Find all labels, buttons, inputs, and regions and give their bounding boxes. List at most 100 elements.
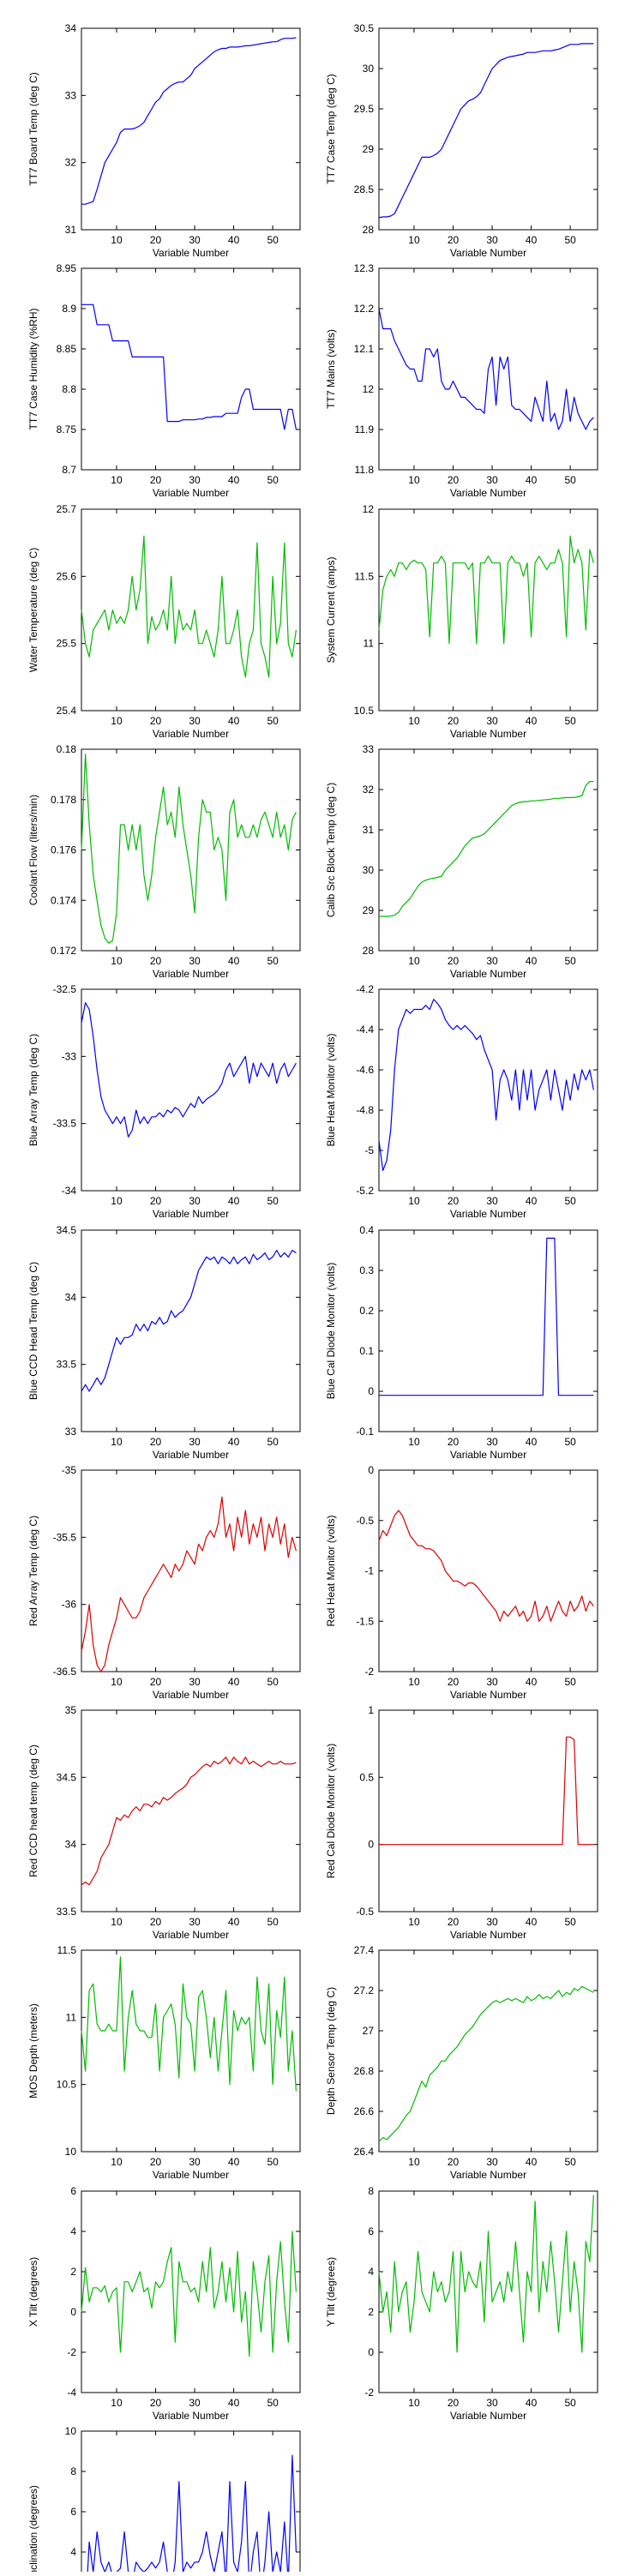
y-tick-label: -2 (67, 2346, 76, 2358)
x-axis-label: Variable Number (450, 2169, 526, 2181)
x-axis-label: Variable Number (450, 968, 526, 980)
x-tick-label: 30 (189, 955, 201, 967)
y-axis-label: System Current (amps) (325, 556, 337, 663)
series-line (81, 303, 297, 430)
x-tick-label: 50 (267, 955, 279, 967)
x-tick-label: 30 (189, 1916, 201, 1928)
x-axis-label: Variable Number (450, 487, 526, 499)
x-tick-label: 20 (448, 2397, 460, 2409)
y-tick-label: -34 (62, 1185, 77, 1197)
x-tick-label: 30 (486, 1916, 498, 1928)
chart-panel: -0.1 0 0.1 0.2 0.3 0.4 10 20 30 40 50 Variable Numb… (325, 1224, 598, 1461)
series-line (81, 1956, 297, 2092)
series-line (379, 780, 594, 917)
y-axis-label: TT7 Case Temp (deg C) (325, 74, 337, 184)
x-axis-label: Variable Number (450, 247, 526, 259)
y-axis-label: Blue Heat Monitor (volts) (325, 1033, 337, 1146)
x-tick-label: 20 (448, 955, 460, 967)
y-tick-label: 0.172 (51, 945, 76, 957)
y-axis-label: Y Tilt (degrees) (325, 2257, 337, 2327)
plot-frame (81, 988, 301, 1192)
y-tick-label: -4.4 (356, 1024, 374, 1036)
y-tick-label: -4 (67, 2387, 76, 2399)
y-tick-label: -2 (364, 1666, 374, 1678)
y-tick-label: 33.5 (57, 1359, 77, 1371)
y-tick-label: -33.5 (53, 1118, 77, 1130)
y-tick-label: 31 (363, 824, 375, 836)
series-line (81, 1756, 297, 1886)
chart-panel: 10 10.5 11 11.5 10 20 30 40 50 Variable Number MOS… (27, 1944, 301, 2181)
y-tick-label: -35.5 (53, 1531, 77, 1543)
plot-frame (81, 27, 301, 231)
plot-frame (378, 748, 598, 952)
x-tick-label: 50 (267, 715, 279, 727)
chart-panel: 26.4 26.6 26.8 27 27.2 27.4 10 20 30 40 50 Variable… (325, 1944, 598, 2181)
y-tick-label: 12 (363, 383, 375, 395)
chart-panel: 8.7 8.75 8.8 8.85 8.9 8.95 10 20 30 40 50 Variable … (27, 262, 301, 499)
y-tick-label: 12.1 (354, 343, 375, 355)
y-tick-label: 35 (65, 1704, 77, 1716)
x-tick-label: 40 (228, 234, 240, 246)
y-axis-label: Red Heat Monitor (volts) (325, 1515, 337, 1626)
y-tick-label: 34.5 (57, 1771, 77, 1783)
series-line (81, 2454, 297, 2576)
x-tick-label: 40 (526, 1195, 538, 1207)
x-tick-label: 50 (564, 955, 576, 967)
series-line (379, 1237, 594, 1396)
x-tick-label: 40 (228, 2397, 240, 2409)
x-tick-label: 40 (526, 1676, 538, 1688)
x-tick-label: 30 (189, 234, 201, 246)
x-tick-label: 10 (111, 955, 123, 967)
x-axis-label: Variable Number (450, 1449, 526, 1461)
chart-panel: 28 29 30 31 32 33 10 20 30 40 50 Variable Number Cal… (325, 743, 598, 980)
x-tick-label: 10 (408, 715, 420, 727)
plot-frame (81, 1229, 301, 1432)
y-tick-label: 33 (363, 743, 375, 755)
y-tick-label: 10.5 (57, 2079, 77, 2091)
x-tick-label: 30 (189, 1195, 201, 1207)
y-tick-label: -32.5 (53, 983, 77, 995)
series-line (378, 43, 594, 219)
y-tick-label: 32 (363, 784, 375, 796)
chart-panel: -2 0 2 4 6 8 10 20 30 40 50 Variable Number Y Tilt (… (325, 2185, 598, 2422)
y-tick-label: 4 (70, 2225, 76, 2237)
y-tick-label: -2 (364, 2387, 374, 2399)
x-tick-label: 30 (486, 2397, 498, 2409)
y-tick-label: 11 (364, 638, 375, 650)
y-tick-label: 30.5 (354, 22, 375, 34)
y-axis-label: TT7 Case Humidity (%RH) (27, 308, 39, 429)
x-tick-label: 10 (408, 2397, 420, 2409)
x-tick-label: 20 (150, 1676, 162, 1688)
x-axis-label: Variable Number (153, 2410, 229, 2422)
y-tick-label: 0 (70, 2306, 76, 2318)
chart-panel: -4 -2 0 2 4 6 10 20 30 40 50 Variable Number X Tilt … (27, 2185, 301, 2422)
x-axis-label: Variable Number (153, 487, 229, 499)
x-tick-label: 50 (267, 2397, 279, 2409)
y-tick-label: 10 (65, 2425, 77, 2437)
y-tick-label: 28.5 (354, 183, 375, 195)
y-tick-label: 26.8 (354, 2065, 375, 2077)
x-tick-label: 30 (486, 1195, 498, 1207)
x-tick-label: 30 (486, 1436, 498, 1448)
x-axis-label: Variable Number (153, 1208, 229, 1220)
plot-frame (378, 1469, 598, 1672)
x-tick-label: 50 (564, 715, 576, 727)
x-tick-label: 20 (448, 1436, 460, 1448)
x-tick-label: 40 (526, 1436, 538, 1448)
x-tick-label: 40 (228, 2156, 240, 2168)
y-tick-label: 34 (65, 1839, 77, 1851)
x-tick-label: 50 (564, 1916, 576, 1928)
x-tick-label: 40 (526, 2397, 538, 2409)
y-axis-label: Red Array Temp (deg C) (27, 1516, 39, 1626)
x-tick-label: 40 (228, 955, 240, 967)
series-line (81, 1496, 297, 1672)
y-tick-label: 33 (65, 89, 77, 101)
x-axis-label: Variable Number (153, 1929, 229, 1941)
y-tick-label: -4.6 (356, 1064, 374, 1076)
y-tick-label: 31 (65, 224, 77, 236)
x-tick-label: 10 (408, 955, 420, 967)
x-tick-label: 10 (111, 234, 123, 246)
x-tick-label: 30 (486, 2156, 498, 2168)
y-tick-label: 0.174 (51, 894, 76, 906)
